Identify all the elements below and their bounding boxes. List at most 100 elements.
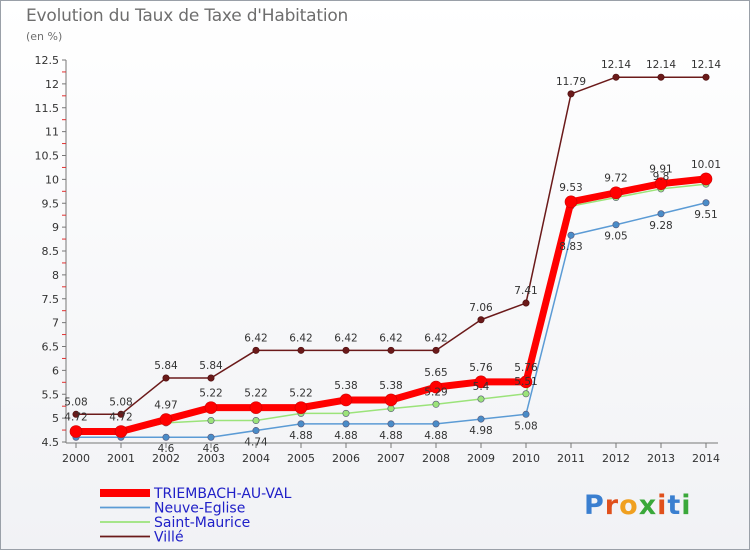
data-point-saint-maurice [387, 405, 395, 413]
data-point-vill- [522, 299, 530, 307]
data-label-vill-: 12.14 [646, 59, 676, 71]
data-point-saint-maurice [522, 390, 530, 398]
data-label-triembach-au-val: 5.65 [424, 367, 447, 379]
data-label-triembach-au-val: 4.97 [154, 400, 177, 412]
data-point-vill- [387, 346, 395, 354]
x-tick-label: 2006 [332, 452, 360, 465]
data-label-triembach-au-val: 5.76 [514, 362, 538, 374]
data-label-triembach-au-val: 5.76 [469, 362, 493, 374]
y-tick-label: 11 [45, 126, 59, 139]
data-point-triembach-au-val [699, 172, 713, 186]
x-tick-label: 2011 [557, 452, 585, 465]
data-point-triembach-au-val [519, 375, 533, 389]
data-point-neuve-eglise [612, 221, 620, 229]
y-tick-label: 6 [52, 364, 59, 377]
data-label-vill-: 5.08 [64, 396, 87, 408]
data-label-neuve-eglise: 4.74 [244, 437, 268, 449]
data-label-triembach-au-val: 9.72 [604, 173, 627, 185]
series-lines [69, 73, 713, 441]
data-point-saint-maurice [342, 409, 350, 417]
data-point-vill- [657, 73, 665, 81]
data-labels: 5.08 5.08 5.84 5.84 6.42 6.42 6.42 6.42 6.42 7.06… [64, 59, 721, 455]
chart-title: Evolution du Taux de Taxe d'Habitation [26, 6, 349, 26]
x-tick-label: 2001 [107, 452, 135, 465]
x-tick-label: 2014 [692, 452, 720, 465]
data-point-neuve-eglise [477, 415, 485, 423]
data-label-triembach-au-val: 5.22 [244, 388, 267, 400]
data-label-vill-: 7.41 [514, 285, 537, 297]
data-label-saint-maurice: 5.51 [514, 376, 537, 388]
data-point-triembach-au-val [159, 413, 173, 426]
data-label-triembach-au-val: 5.22 [199, 388, 222, 400]
data-label-vill-: 7.06 [469, 302, 493, 314]
data-label-neuve-eglise: 9.28 [649, 220, 672, 232]
data-point-neuve-eglise [297, 420, 305, 428]
data-label-vill-: 12.14 [691, 59, 721, 71]
data-point-triembach-au-val [339, 393, 353, 407]
data-label-vill-: 5.84 [154, 360, 178, 372]
data-point-triembach-au-val [114, 425, 128, 438]
y-tick-label: 7.5 [42, 293, 60, 306]
data-label-neuve-eglise: 4.88 [289, 430, 312, 442]
data-point-neuve-eglise [702, 199, 710, 207]
data-label-triembach-au-val: 4.72 [109, 411, 132, 423]
data-point-neuve-eglise [342, 420, 350, 428]
data-point-vill- [117, 410, 125, 418]
x-tick-label: 2002 [152, 452, 180, 465]
data-point-triembach-au-val [654, 177, 668, 190]
data-label-vill-: 6.42 [244, 332, 267, 344]
data-point-triembach-au-val [294, 401, 308, 414]
y-tick-label: 12 [45, 78, 59, 91]
data-label-neuve-eglise: 4.88 [334, 430, 357, 442]
y-tick-label: 5 [52, 412, 59, 425]
data-point-vill- [432, 346, 440, 354]
data-point-vill- [252, 346, 260, 354]
data-point-neuve-eglise [567, 231, 575, 239]
data-point-triembach-au-val [69, 425, 83, 438]
data-label-neuve-eglise: 4.88 [379, 430, 402, 442]
data-point-vill- [162, 374, 170, 382]
data-point-neuve-eglise [432, 420, 440, 428]
data-point-saint-maurice [477, 395, 485, 403]
data-label-neuve-eglise: 5.08 [514, 420, 537, 432]
data-point-saint-maurice [252, 417, 260, 425]
data-label-triembach-au-val: 5.38 [379, 380, 402, 392]
data-point-triembach-au-val [384, 393, 398, 407]
legend-label-vill-: Villé [154, 530, 184, 546]
legend-label-triembach-au-val: TRIEMBACH-AU-VAL [153, 486, 292, 502]
x-tick-label: 2003 [197, 452, 225, 465]
data-label-vill-: 5.08 [109, 396, 132, 408]
data-point-vill- [612, 73, 620, 81]
axes: 4.5 5 5.5 6 6.5 7 7.5 8 8.5 9 9.5 10 10.5 11 11.5 12 12.… [35, 54, 721, 465]
data-point-neuve-eglise [657, 210, 665, 218]
data-label-vill-: 6.42 [379, 332, 402, 344]
data-label-triembach-au-val: 5.38 [334, 380, 357, 392]
data-point-saint-maurice [432, 400, 440, 408]
data-label-vill-: 6.42 [334, 332, 357, 344]
y-tick-label: 10.5 [35, 150, 60, 163]
data-label-neuve-eglise: 4.6 [158, 443, 175, 455]
data-point-triembach-au-val [249, 401, 263, 414]
data-label-vill-: 11.79 [556, 76, 586, 88]
x-tick-label: 2008 [422, 452, 450, 465]
y-tick-label: 5.5 [42, 388, 60, 401]
x-tick-label: 2010 [512, 452, 540, 465]
y-tick-label: 10 [45, 173, 59, 186]
data-point-vill- [567, 90, 575, 98]
data-label-neuve-eglise: 4.98 [469, 425, 492, 437]
y-tick-label: 8.5 [42, 245, 60, 258]
y-tick-label: 6.5 [42, 341, 60, 354]
x-tick-label: 2009 [467, 452, 495, 465]
proxiti-logo: Proxiti [584, 490, 692, 521]
data-label-triembach-au-val: 9.53 [559, 182, 582, 194]
data-point-vill- [702, 73, 710, 81]
data-label-triembach-au-val: 5.22 [289, 388, 312, 400]
data-point-neuve-eglise [207, 433, 215, 441]
y-tick-label: 7 [52, 317, 59, 330]
data-point-vill- [477, 316, 485, 324]
x-tick-label: 2013 [647, 452, 675, 465]
y-tick-label: 9 [52, 221, 59, 234]
unit-label: (en %) [26, 30, 63, 43]
data-label-neuve-eglise: 4.6 [203, 443, 220, 455]
data-label-vill-: 6.42 [424, 332, 447, 344]
